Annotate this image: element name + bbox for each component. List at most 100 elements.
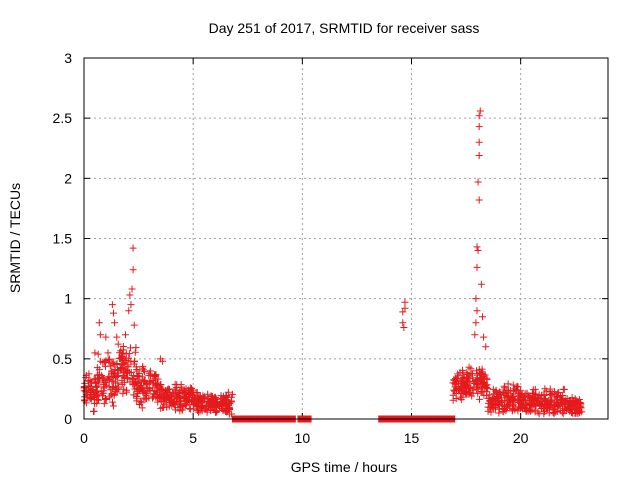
- data-point: [125, 307, 133, 315]
- data-point: [95, 390, 103, 398]
- data-point: [566, 407, 574, 415]
- data-point: [94, 350, 102, 358]
- data-point: [86, 376, 94, 384]
- data-point: [109, 358, 117, 366]
- data-point: [483, 388, 491, 396]
- data-point: [109, 402, 117, 410]
- data-point: [196, 393, 204, 401]
- data-point: [519, 405, 527, 413]
- data-point: [470, 378, 478, 386]
- data-point: [219, 406, 227, 414]
- data-point: [106, 362, 114, 370]
- data-point: [471, 331, 479, 339]
- data-point: [544, 399, 552, 407]
- data-point: [227, 398, 235, 406]
- data-point: [142, 394, 150, 402]
- x-tick-label: 5: [189, 430, 197, 446]
- data-point: [105, 376, 113, 384]
- data-point: [177, 383, 185, 391]
- data-point: [81, 379, 89, 387]
- data-point: [449, 391, 457, 399]
- data-point: [499, 408, 507, 416]
- data-point: [93, 371, 101, 379]
- data-point: [482, 343, 490, 351]
- data-point: [460, 374, 468, 382]
- data-point: [500, 389, 508, 397]
- x-tick-label: 15: [404, 430, 420, 446]
- data-point: [191, 394, 199, 402]
- data-point: [473, 263, 481, 271]
- data-point: [177, 395, 185, 403]
- data-point: [168, 395, 176, 403]
- data-point: [160, 395, 168, 403]
- y-tick-label: 0.5: [53, 351, 73, 367]
- data-point: [93, 387, 101, 395]
- data-point: [480, 374, 488, 382]
- data-point: [510, 401, 518, 409]
- data-point: [472, 319, 480, 327]
- y-tick-label: 2: [64, 170, 72, 186]
- data-point: [128, 285, 136, 293]
- data-point: [209, 398, 217, 406]
- data-point: [554, 401, 562, 409]
- data-point: [219, 398, 227, 406]
- data-point: [495, 391, 503, 399]
- y-tick-label: 0: [64, 411, 72, 427]
- data-point: [114, 340, 122, 348]
- data-point: [102, 333, 110, 341]
- data-point: [137, 382, 145, 390]
- data-point: [105, 383, 113, 391]
- data-point: [563, 395, 571, 403]
- data-point: [133, 366, 141, 374]
- data-point: [113, 333, 121, 341]
- data-point: [82, 374, 90, 382]
- data-point: [221, 395, 229, 403]
- data-point: [175, 400, 183, 408]
- data-point: [113, 372, 121, 380]
- data-point: [577, 404, 585, 412]
- data-point: [529, 390, 537, 398]
- data-point: [119, 360, 127, 368]
- data-point: [146, 386, 154, 394]
- data-point: [142, 390, 150, 398]
- data-point: [509, 393, 517, 401]
- data-point: [87, 395, 95, 403]
- data-point: [115, 355, 123, 363]
- data-point: [145, 369, 153, 377]
- data-point: [217, 392, 225, 400]
- data-point: [158, 385, 166, 393]
- data-point: [491, 403, 499, 411]
- data-point: [569, 401, 577, 409]
- y-axis-label: SRMTID / TECUs: [7, 183, 23, 293]
- data-point: [450, 386, 458, 394]
- data-point: [134, 372, 142, 380]
- data-point: [557, 395, 565, 403]
- data-point: [137, 399, 145, 407]
- data-point: [486, 391, 494, 399]
- data-point: [134, 390, 142, 398]
- data-points: [80, 107, 586, 423]
- data-point: [93, 399, 101, 407]
- data-point: [119, 372, 127, 380]
- data-point: [126, 344, 134, 352]
- data-point: [567, 397, 575, 405]
- data-point: [550, 401, 558, 409]
- data-point: [222, 401, 230, 409]
- data-point: [456, 385, 464, 393]
- data-point: [451, 387, 459, 395]
- data-point: [149, 377, 157, 385]
- data-point: [181, 393, 189, 401]
- data-point: [399, 308, 407, 316]
- data-point: [475, 123, 483, 131]
- data-point: [102, 395, 110, 403]
- data-point: [99, 392, 107, 400]
- data-point: [461, 388, 469, 396]
- data-point: [137, 384, 145, 392]
- data-point: [130, 321, 138, 329]
- data-point: [109, 309, 117, 317]
- data-point: [543, 400, 551, 408]
- data-point: [126, 291, 134, 299]
- data-point: [185, 405, 193, 413]
- data-point: [228, 390, 236, 398]
